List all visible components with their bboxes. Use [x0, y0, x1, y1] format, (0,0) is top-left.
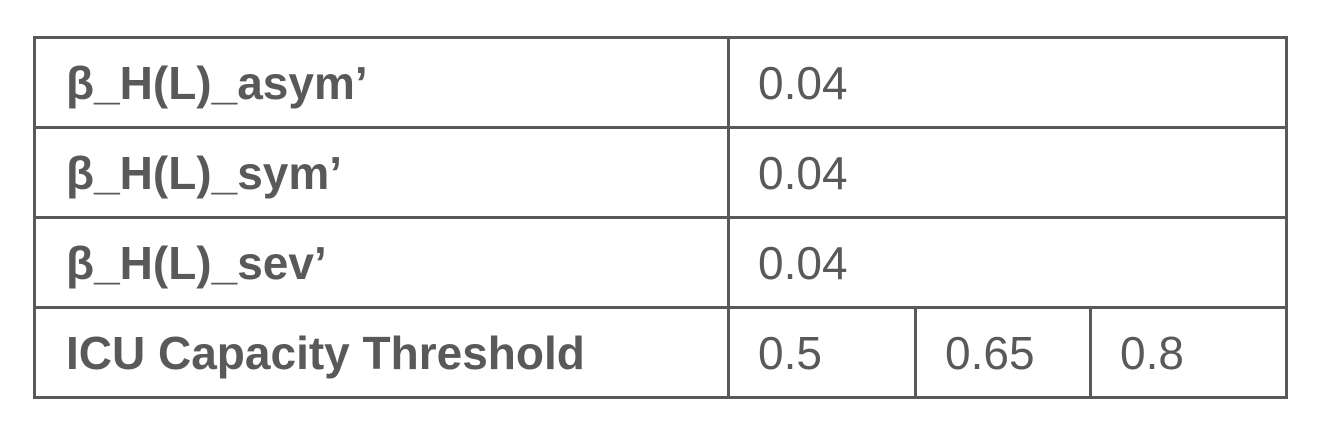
table-row: β_H(L)_asym’ 0.04 — [33, 36, 1289, 129]
table-row: ICU Capacity Threshold 0.5 0.65 0.8 — [33, 306, 1289, 399]
icu-threshold-value-2: 0.65 — [914, 306, 1092, 399]
param-label-beta-sev: β_H(L)_sev’ — [33, 216, 730, 309]
parameter-table: β_H(L)_asym’ 0.04 β_H(L)_sym’ 0.04 β_H(L… — [33, 36, 1289, 399]
param-label-beta-asym: β_H(L)_asym’ — [33, 36, 730, 129]
icu-threshold-value-3: 0.8 — [1088, 306, 1289, 399]
table-row: β_H(L)_sym’ 0.04 — [33, 126, 1289, 219]
param-value-beta-sym: 0.04 — [726, 126, 1289, 219]
param-label-icu-threshold: ICU Capacity Threshold — [33, 306, 730, 399]
param-value-beta-sev: 0.04 — [726, 216, 1289, 309]
icu-threshold-value-1: 0.5 — [727, 306, 917, 399]
param-value-beta-asym: 0.04 — [726, 36, 1289, 129]
table-row: β_H(L)_sev’ 0.04 — [33, 216, 1289, 309]
param-label-beta-sym: β_H(L)_sym’ — [33, 126, 730, 219]
